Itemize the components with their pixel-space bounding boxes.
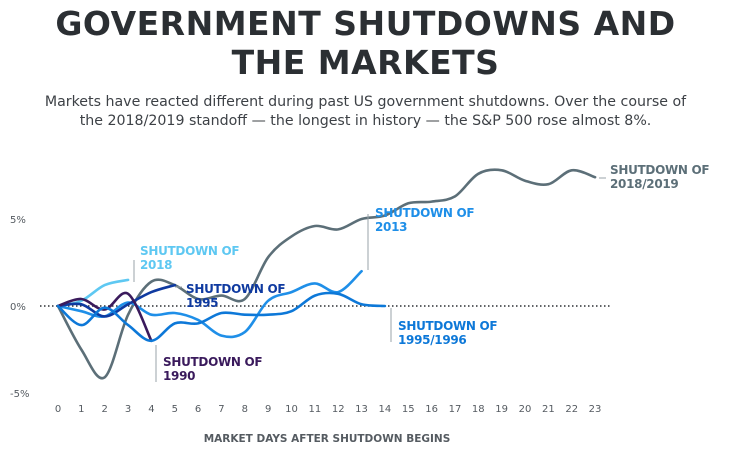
x-axis-title: MARKET DAYS AFTER SHUTDOWN BEGINS [204, 433, 451, 445]
x-tick-label: 1 [78, 404, 84, 415]
x-tick-label: 2 [102, 404, 108, 415]
x-tick-label: 11 [308, 404, 321, 415]
x-tick-label: 4 [148, 404, 154, 415]
x-tick-label: 15 [402, 404, 415, 415]
x-tick-label: 17 [449, 404, 462, 415]
series-label-line: SHUTDOWN OF [610, 163, 709, 177]
series-label: SHUTDOWN OF 1990 [163, 355, 262, 383]
series-label: SHUTDOWN OF 1995/1996 [398, 319, 497, 347]
chart-subtitle: Markets have reacted different during pa… [10, 93, 721, 131]
series-label: SHUTDOWN OF 2013 [375, 206, 474, 234]
x-tick-label: 3 [125, 404, 131, 415]
x-tick-label: 10 [285, 404, 298, 415]
x-axis-ticks: 0 1 2 3 4 5 6 7 8 9 10 11 12 13 14 15 16 17 18 19 20 21 22 23 [55, 404, 602, 415]
series-label: SHUTDOWN OF 2018/2019 [610, 163, 709, 191]
series-line-shutdown-of-1990 [56, 291, 153, 343]
series-line-shutdown-of-2018-2019 [56, 168, 597, 380]
x-tick-label: 8 [242, 404, 248, 415]
series-label: SHUTDOWN OF 2018 [140, 244, 239, 272]
x-tick-label: 18 [472, 404, 485, 415]
series-label-line: 2013 [375, 220, 407, 234]
subtitle-line-2: the 2018/2019 standoff — the longest in … [79, 113, 652, 129]
x-tick-label: 12 [332, 404, 345, 415]
x-tick-label: 16 [425, 404, 438, 415]
series-label-line: 1995 [186, 296, 218, 310]
series-label-line: SHUTDOWN OF [375, 206, 474, 220]
series-line-shutdown-of-1995 [56, 283, 177, 318]
x-tick-label: 5 [172, 404, 178, 415]
y-tick-label: 0% [10, 302, 26, 313]
x-tick-label: 21 [542, 404, 555, 415]
x-tick-label: 7 [218, 404, 224, 415]
x-tick-label: 0 [55, 404, 61, 415]
x-tick-label: 9 [265, 404, 271, 415]
y-tick-label: -5% [10, 389, 29, 400]
x-tick-label: 14 [379, 404, 392, 415]
x-tick-label: 13 [355, 404, 368, 415]
series-label-line: SHUTDOWN OF [140, 244, 239, 258]
x-tick-label: 23 [589, 404, 602, 415]
series-lines [56, 168, 597, 380]
series-label-line: 1990 [163, 369, 195, 383]
y-axis-ticks: 5% 0% -5% [10, 215, 29, 400]
series-label-line: 2018 [140, 258, 172, 272]
series-label-line: SHUTDOWN OF [163, 355, 262, 369]
x-tick-label: 19 [495, 404, 508, 415]
title-line-1: GOVERNMENT SHUTDOWNS AND [55, 4, 676, 43]
title-line-2: THE MARKETS [231, 43, 500, 82]
x-tick-label: 20 [519, 404, 532, 415]
series-label: SHUTDOWN OF 1995 [186, 282, 285, 310]
subtitle-line-1: Markets have reacted different during pa… [44, 94, 687, 110]
series-label-line: SHUTDOWN OF [398, 319, 497, 333]
x-tick-label: 6 [195, 404, 201, 415]
series-label-line: 2018/2019 [610, 177, 678, 191]
chart-title: GOVERNMENT SHUTDOWNS AND THE MARKETS [0, 4, 731, 82]
series-line-shutdown-of-1995-1996 [56, 291, 387, 343]
series-label-line: SHUTDOWN OF [186, 282, 285, 296]
x-tick-label: 22 [565, 404, 578, 415]
series-label-line: 1995/1996 [398, 333, 466, 347]
y-tick-label: 5% [10, 215, 26, 226]
